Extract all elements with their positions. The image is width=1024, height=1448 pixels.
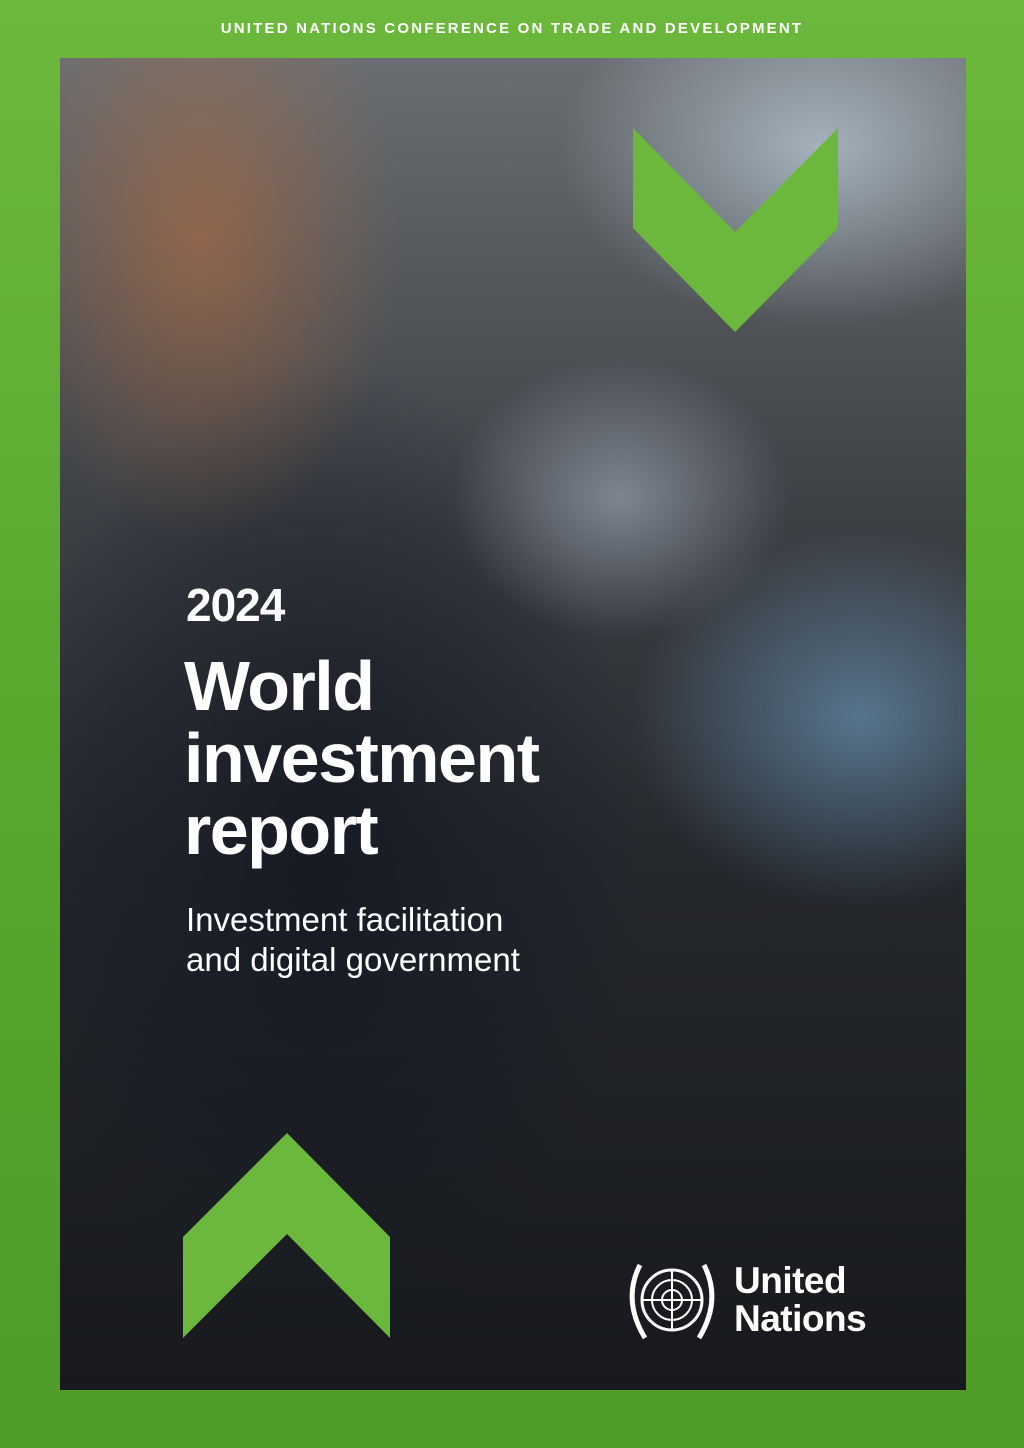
logo-line: United	[734, 1260, 847, 1301]
subtitle-line: and digital government	[186, 941, 520, 978]
cover-photo	[60, 58, 966, 1390]
chevron-down	[633, 128, 838, 332]
title-line: World	[184, 647, 375, 725]
report-title: World investment report	[184, 647, 540, 869]
report-year: 2024	[186, 579, 285, 631]
logo-line: Nations	[734, 1298, 867, 1339]
un-emblem	[629, 1263, 715, 1340]
title-line: report	[184, 791, 379, 869]
subtitle-line: Investment facilitation	[186, 901, 504, 938]
un-logo-text: United Nations	[734, 1260, 867, 1339]
report-subtitle: Investment facilitation and digital gove…	[186, 900, 520, 980]
title-line: investment	[184, 719, 540, 797]
organization: UNITED NATIONS CONFERENCE ON TRADE AND D…	[220, 20, 804, 37]
chevron-up	[183, 1133, 390, 1338]
